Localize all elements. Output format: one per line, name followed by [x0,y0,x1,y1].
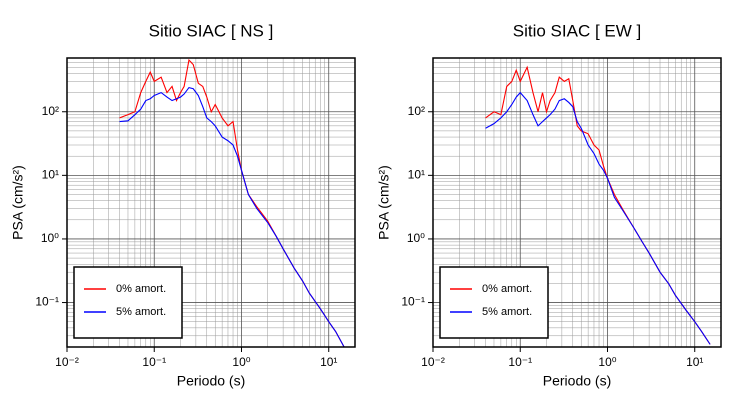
y-tick-label: 10⁰ [407,231,425,245]
data-line [485,91,711,345]
x-tick-label: 10⁻² [421,355,445,369]
x-tick-label: 10¹ [320,355,337,369]
y-tick-label: 10⁰ [41,231,59,245]
y-tick-label: 10⁻¹ [401,295,425,309]
y-tick-label: 10¹ [42,168,59,182]
legend-label: 0% amort. [482,283,532,295]
plot-frame [432,57,722,348]
y-tick-label: 10⁻¹ [35,295,59,309]
legend-box [73,266,183,339]
legend-label: 5% amort. [116,306,166,318]
y-tick-label: 10² [408,104,425,118]
plot-frame [66,57,356,348]
x-tick-label: 10⁰ [598,355,616,369]
y-tick-label: 10¹ [408,168,425,182]
data-line [119,86,345,348]
chart-title: Sitio SIAC [ NS ] [149,21,274,40]
chart-title: Sitio SIAC [ EW ] [513,21,641,40]
x-axis-label: Periodo (s) [177,373,245,389]
x-tick-label: 10⁻¹ [142,355,166,369]
y-axis-label: PSA (cm/s²) [376,165,392,240]
x-tick-label: 10⁻¹ [508,355,532,369]
y-tick-label: 10² [42,104,59,118]
legend-box [439,266,549,339]
x-tick-label: 10⁰ [232,355,250,369]
legend-label: 5% amort. [482,306,532,318]
y-axis-label: PSA (cm/s²) [10,165,26,240]
legend-label: 0% amort. [116,283,166,295]
x-tick-label: 10¹ [686,355,703,369]
x-tick-label: 10⁻² [55,355,79,369]
x-axis-label: Periodo (s) [543,373,611,389]
